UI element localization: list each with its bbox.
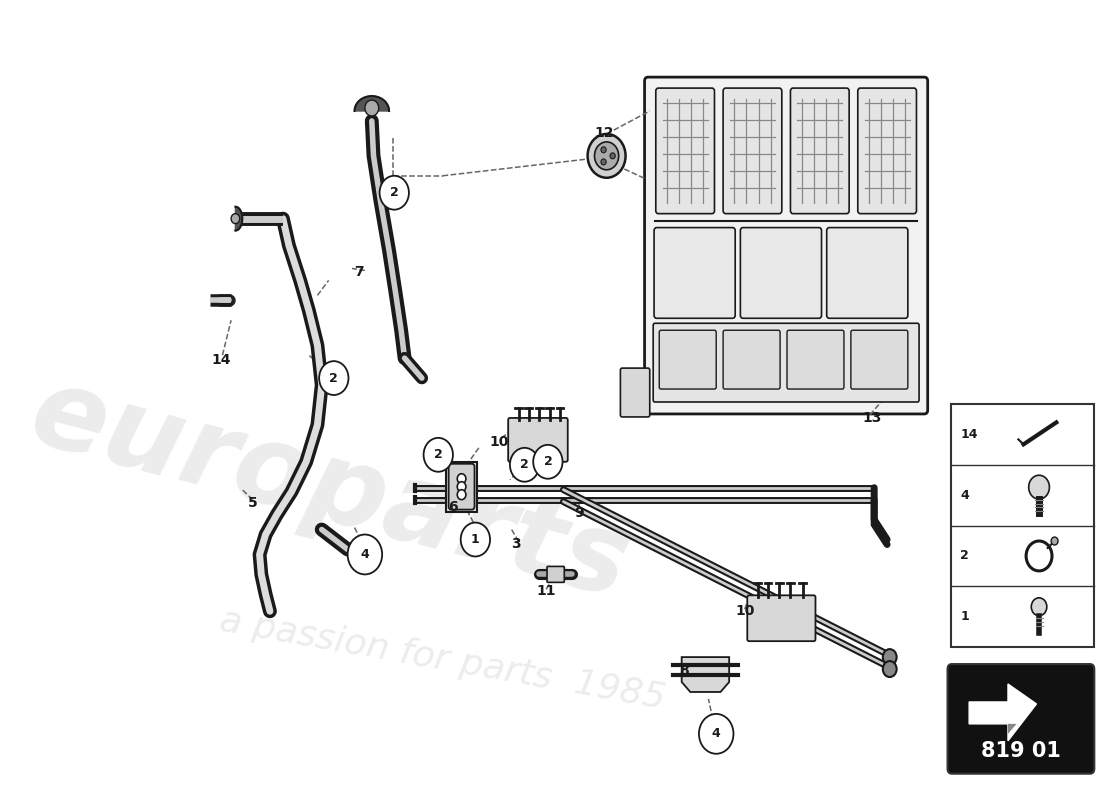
Text: 14: 14 [960,428,978,441]
Circle shape [601,159,606,165]
Circle shape [319,361,349,395]
Text: a passion for parts  1985: a passion for parts 1985 [217,603,668,715]
Polygon shape [354,96,389,111]
FancyBboxPatch shape [654,228,735,318]
FancyBboxPatch shape [947,664,1094,774]
Circle shape [883,661,896,677]
Circle shape [458,482,466,492]
FancyBboxPatch shape [659,330,716,389]
Text: 1: 1 [471,533,480,546]
Text: 3: 3 [512,537,520,550]
Circle shape [379,176,409,210]
Circle shape [610,153,615,159]
Circle shape [698,714,734,754]
Polygon shape [235,206,242,230]
Polygon shape [969,724,1016,734]
FancyBboxPatch shape [747,595,815,641]
Text: 6: 6 [448,500,458,514]
FancyBboxPatch shape [645,77,927,414]
Circle shape [534,445,562,478]
FancyBboxPatch shape [653,323,920,402]
FancyBboxPatch shape [508,418,568,462]
Circle shape [510,448,539,482]
FancyBboxPatch shape [656,88,715,214]
Circle shape [1052,537,1058,545]
FancyBboxPatch shape [786,330,844,389]
Polygon shape [969,684,1036,741]
Text: 4: 4 [712,727,720,740]
Text: 13: 13 [862,411,882,425]
Circle shape [587,134,626,178]
Circle shape [594,142,618,170]
Circle shape [1028,475,1049,499]
FancyBboxPatch shape [740,228,822,318]
Text: 4: 4 [960,489,969,502]
FancyBboxPatch shape [547,566,564,582]
Text: 4: 4 [361,548,370,561]
Text: 2: 2 [520,458,529,471]
Circle shape [365,100,378,116]
Text: 2: 2 [329,371,338,385]
FancyBboxPatch shape [851,330,907,389]
Text: 2: 2 [543,455,552,468]
Text: 14: 14 [212,353,231,367]
FancyBboxPatch shape [620,368,650,417]
Circle shape [348,534,382,574]
Polygon shape [446,462,477,512]
Circle shape [458,474,466,484]
Text: 12: 12 [594,126,614,140]
Bar [952,404,1093,647]
Circle shape [424,438,453,472]
Text: 7: 7 [354,266,364,279]
Circle shape [601,147,606,153]
Text: 819 01: 819 01 [981,741,1060,761]
Text: 11: 11 [537,584,556,598]
FancyBboxPatch shape [723,330,780,389]
Circle shape [231,214,240,224]
Text: 10: 10 [735,604,755,618]
FancyBboxPatch shape [858,88,916,214]
Text: 9: 9 [574,506,584,520]
Circle shape [1032,598,1047,616]
Text: 10: 10 [490,435,508,449]
Text: 5: 5 [248,496,257,510]
Polygon shape [682,657,729,692]
Text: 1: 1 [960,610,969,623]
Text: europarts: europarts [20,358,641,621]
FancyBboxPatch shape [449,464,474,510]
Text: 8: 8 [680,664,689,678]
Circle shape [458,490,466,500]
FancyBboxPatch shape [827,228,908,318]
Text: 2: 2 [389,186,398,199]
Text: 2: 2 [433,448,442,462]
Circle shape [461,522,491,557]
Text: 2: 2 [960,550,969,562]
FancyBboxPatch shape [791,88,849,214]
FancyBboxPatch shape [723,88,782,214]
Circle shape [883,649,896,665]
